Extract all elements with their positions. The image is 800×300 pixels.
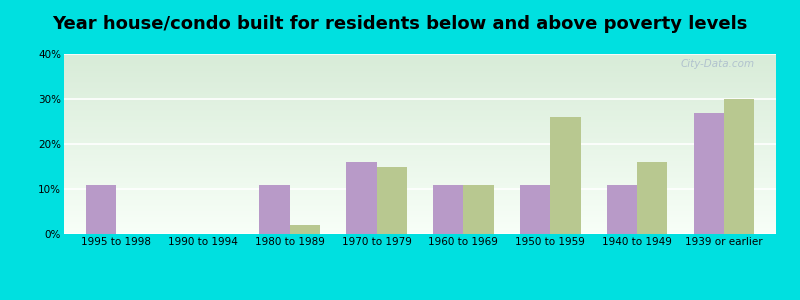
Bar [724, 99, 754, 234]
Text: City-Data.com: City-Data.com [681, 59, 754, 69]
Bar [377, 167, 407, 234]
Bar [290, 225, 320, 234]
Bar [694, 112, 724, 234]
Bar [433, 184, 463, 234]
Bar [86, 184, 116, 234]
Bar [606, 184, 637, 234]
Bar [463, 184, 494, 234]
Bar [637, 162, 667, 234]
Bar [520, 184, 550, 234]
Bar [346, 162, 377, 234]
Text: Year house/condo built for residents below and above poverty levels: Year house/condo built for residents bel… [52, 15, 748, 33]
Bar [259, 184, 290, 234]
Bar [550, 117, 581, 234]
